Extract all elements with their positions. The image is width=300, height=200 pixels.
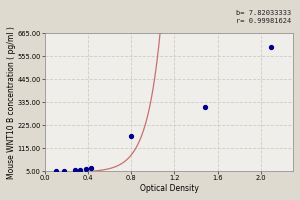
Point (89, 167, 94, 170)
Point (78, 168, 83, 171)
X-axis label: Optical Density: Optical Density (140, 184, 198, 193)
Point (202, 106, 207, 109)
Point (62, 169, 67, 173)
Point (53, 169, 58, 173)
Point (129, 134, 134, 137)
Y-axis label: Mouse WNT10 B concentration ( pg/ml ): Mouse WNT10 B concentration ( pg/ml ) (7, 26, 16, 179)
Point (73, 169, 77, 172)
Point (269, 45, 274, 49)
Point (83, 168, 88, 171)
Text: b= 7.82033333
r= 0.99981624: b= 7.82033333 r= 0.99981624 (236, 10, 291, 24)
